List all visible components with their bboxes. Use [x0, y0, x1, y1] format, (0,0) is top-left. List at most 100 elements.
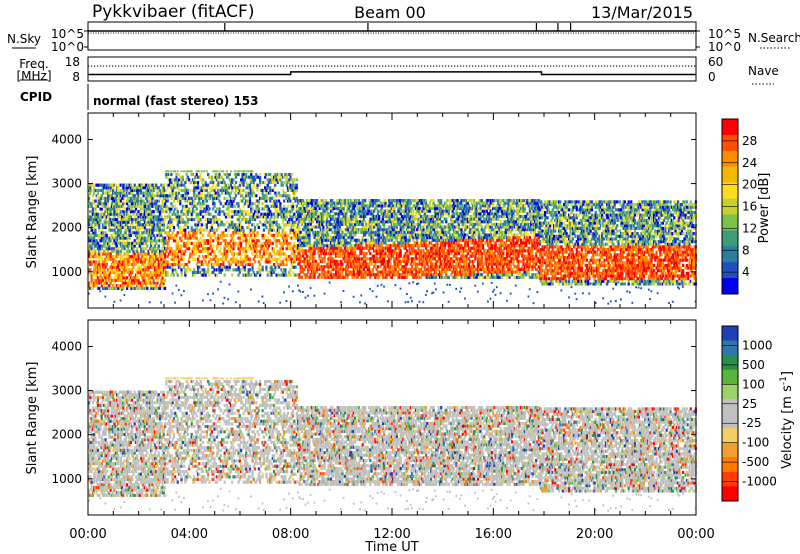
power-cell	[179, 265, 182, 269]
power-cell	[362, 267, 366, 271]
power-cell	[89, 263, 92, 267]
power-cell	[147, 268, 150, 272]
power-cell	[392, 228, 395, 232]
power-cell	[312, 214, 315, 219]
power-cell	[148, 247, 151, 251]
power-cell	[242, 239, 245, 243]
power-cell	[137, 286, 140, 290]
power-cell	[170, 173, 173, 177]
power-cell	[393, 262, 396, 266]
power-cell	[120, 260, 124, 264]
power-cell	[261, 215, 264, 219]
power-cell	[196, 215, 200, 219]
power-cell	[181, 175, 184, 179]
power-cell	[165, 247, 168, 251]
power-cell	[283, 204, 286, 208]
power-cell	[285, 178, 288, 182]
power-cell	[289, 186, 292, 190]
power-cell	[110, 263, 113, 267]
power-cell	[352, 257, 355, 261]
power-cell	[256, 188, 259, 192]
power-cell	[331, 214, 334, 219]
power-cell	[245, 175, 248, 179]
power-cell	[105, 202, 108, 206]
power-cell	[228, 263, 231, 267]
power-cell	[310, 206, 314, 211]
power-cell	[398, 254, 401, 258]
power-cell	[246, 218, 249, 222]
power-cell	[279, 194, 282, 198]
power-cell	[96, 202, 100, 206]
power-cell	[90, 244, 93, 248]
power-cell	[157, 268, 160, 272]
power-cell	[326, 201, 329, 205]
power-cell	[118, 236, 121, 240]
power-cell	[246, 202, 249, 206]
power-cell	[231, 223, 234, 227]
power-cell	[262, 196, 265, 200]
power-cell	[256, 215, 259, 219]
power-cell	[167, 178, 170, 182]
power-cell	[179, 202, 182, 206]
power-cell	[397, 241, 400, 245]
power-cell	[139, 273, 143, 277]
power-cell	[289, 255, 292, 259]
power-cell	[207, 270, 210, 275]
power-cell	[203, 239, 206, 243]
power-cell	[383, 228, 386, 232]
power-cell	[177, 188, 181, 192]
power-cell	[304, 265, 307, 269]
power-cell	[288, 199, 291, 203]
power-cell	[151, 210, 154, 214]
power-cell	[279, 207, 282, 211]
power-cell	[240, 257, 243, 261]
power-cell	[337, 199, 340, 203]
power-cell	[166, 233, 169, 237]
power-cell	[241, 257, 244, 261]
power-cell	[118, 207, 121, 211]
power-cell	[323, 265, 326, 269]
power-cell	[120, 286, 124, 290]
power-cell	[333, 233, 336, 237]
power-cell	[232, 178, 235, 182]
power-cell	[274, 257, 277, 261]
power-cell	[96, 215, 100, 219]
power-cell	[341, 249, 344, 253]
power-cell	[126, 284, 129, 288]
power-cell	[319, 222, 322, 226]
power-cell	[202, 186, 205, 190]
power-cell	[210, 186, 214, 190]
power-cell	[122, 239, 125, 243]
power-cell	[110, 265, 113, 269]
power-cell	[112, 204, 115, 208]
power-cell	[241, 178, 244, 182]
power-cell	[364, 251, 367, 256]
power-cell	[91, 220, 94, 224]
power-cell	[103, 225, 106, 230]
power-cell	[403, 273, 406, 277]
power-cell	[404, 270, 407, 274]
power-cell	[142, 247, 145, 251]
power-cell	[394, 199, 397, 203]
power-cell	[381, 249, 385, 253]
noise-panel: N.Sky 10^5 10^0 10^5 10^0 N.Search	[7, 21, 800, 54]
power-cell	[126, 276, 129, 280]
power-cell	[310, 204, 314, 208]
power-cell	[231, 204, 234, 208]
power-cell	[241, 225, 244, 230]
power-cell	[388, 270, 391, 274]
power-cell	[202, 249, 205, 253]
power-cell	[98, 276, 101, 280]
power-cell	[101, 233, 105, 237]
power-cell	[321, 249, 324, 253]
power-cell	[175, 252, 178, 256]
power-cell	[384, 273, 387, 277]
power-cell	[189, 210, 192, 214]
power-cell	[133, 204, 136, 208]
power-cell	[133, 278, 136, 282]
power-cell	[261, 194, 264, 198]
power-cell	[146, 220, 149, 224]
power-cell	[105, 255, 108, 259]
power-cell	[289, 210, 292, 214]
power-cell	[394, 249, 397, 253]
